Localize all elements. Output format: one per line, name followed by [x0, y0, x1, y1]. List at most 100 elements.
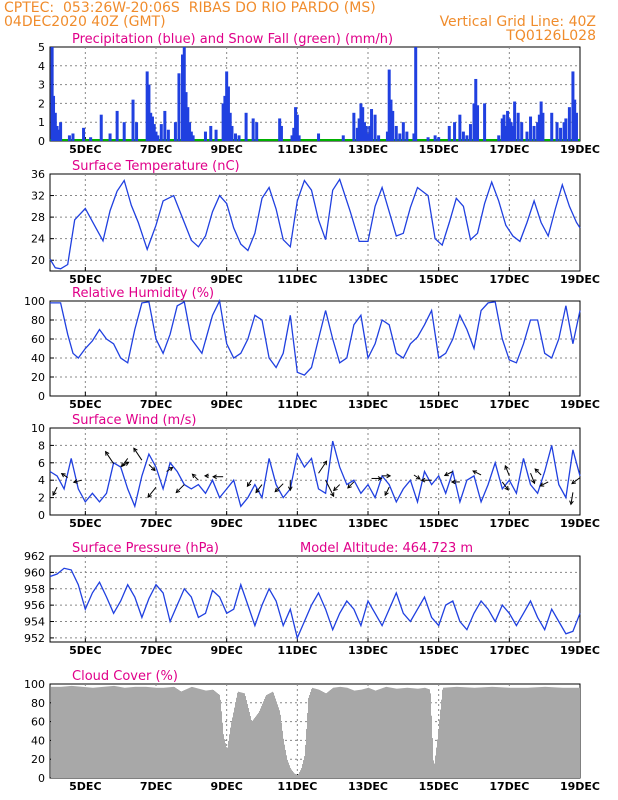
cloud-bar: [375, 690, 376, 778]
humidity-ytick-label: 60: [31, 333, 45, 346]
cloud-bar: [116, 686, 117, 778]
cloud-bar: [264, 698, 265, 778]
precip-bar: [483, 103, 487, 141]
cloud-bar: [315, 688, 316, 778]
cloud-bar: [153, 687, 154, 778]
cloud-bar: [414, 688, 415, 778]
precip-bar: [562, 122, 566, 141]
cloud-bar: [437, 739, 438, 778]
precip-bar: [364, 125, 368, 141]
cloud-bar: [524, 687, 525, 778]
precip-bar: [214, 129, 218, 141]
cloud-bar: [66, 686, 67, 778]
cloud-bar: [176, 688, 177, 778]
cloud-bar: [522, 687, 523, 778]
cloud-bar: [358, 690, 359, 778]
cloud-bar: [562, 687, 563, 778]
temp-ytick-label: 32: [31, 190, 45, 203]
cloud-bar: [391, 687, 392, 778]
temp-ytick-label: 20: [31, 254, 45, 267]
cloud-bar: [119, 686, 120, 778]
temp-panel: 5DEC 7DEC 9DEC 11DEC 13DEC 15DEC 17DEC 19DEC 20 2…: [31, 159, 600, 286]
precip-bar: [203, 131, 207, 141]
cloud-bar: [82, 686, 83, 778]
header-model-id: TQ0126L028: [506, 28, 596, 44]
cloud-bar: [157, 687, 158, 778]
cloud-bar: [413, 688, 414, 778]
cloud-bar: [359, 689, 360, 778]
cloud-bar: [527, 687, 528, 778]
cloud-bar: [549, 687, 550, 778]
precip-bar: [539, 101, 543, 141]
cloud-bar: [249, 712, 250, 778]
cloud-bar: [276, 701, 277, 778]
cloud-bar: [222, 722, 223, 778]
wind-xtick-label: 7DEC: [140, 517, 172, 530]
cloud-bar: [557, 687, 558, 778]
cloud-bar: [398, 688, 399, 778]
cloud-bar: [269, 693, 270, 778]
pressure-xtick-label: 5DEC: [69, 644, 101, 657]
cloud-bar: [292, 770, 293, 778]
precip-bar: [453, 122, 457, 141]
precip-bar: [189, 131, 193, 141]
wind-ytick-label: 0: [38, 509, 45, 522]
cloud-bar: [205, 690, 206, 778]
cloud-bar: [247, 704, 248, 778]
wind-arrow: [450, 479, 460, 485]
cloud-bar: [381, 688, 382, 778]
precip-bar: [414, 47, 418, 141]
wind-arrow: [347, 481, 355, 489]
wind-arrow: [274, 483, 284, 493]
cloud-bar: [408, 687, 409, 778]
cloud-bar: [312, 687, 313, 778]
precip-bar: [500, 118, 504, 141]
precip-bar: [150, 116, 154, 141]
cloud-bar: [322, 691, 323, 778]
humidity-ytick-label: 0: [38, 390, 45, 403]
cloud-bar: [122, 687, 123, 778]
cloud-bar: [128, 687, 129, 778]
wind-arrow: [504, 464, 510, 477]
precip-bar: [244, 112, 248, 141]
cloud-bar: [317, 689, 318, 778]
cloud-bar: [450, 687, 451, 778]
cloud-bar: [279, 710, 280, 778]
cloud-bar: [481, 687, 482, 778]
cloud-bar: [84, 687, 85, 778]
cloud-bar: [118, 686, 119, 778]
precip-bar: [59, 122, 63, 141]
cloud-bar: [60, 686, 61, 778]
humidity-frame: [49, 300, 581, 397]
cloud-bar: [489, 686, 490, 778]
precip-bar: [251, 118, 255, 141]
cloud-bar: [471, 687, 472, 778]
cloud-bar: [455, 686, 456, 778]
precip-bar: [368, 125, 372, 141]
cloud-bar: [332, 688, 333, 778]
cloud-bar: [534, 687, 535, 778]
cloud-bar: [326, 693, 327, 778]
wind-arrow: [332, 484, 341, 492]
cloud-bar: [392, 687, 393, 778]
cloud-bar: [183, 690, 184, 778]
cloud-bar: [462, 687, 463, 778]
cloud-bar: [88, 687, 89, 778]
cloud-bar: [201, 689, 202, 778]
cloud-bar: [51, 686, 52, 778]
cloud-bar: [469, 687, 470, 778]
cloud-bar: [72, 685, 73, 778]
cloud-bar: [239, 691, 240, 778]
precip-bar: [292, 127, 296, 141]
cloud-bar: [327, 692, 328, 778]
cloud-bar: [213, 690, 214, 778]
precip-bar: [290, 135, 294, 141]
cloud-bar: [374, 690, 375, 778]
cloud-bar: [212, 689, 213, 778]
cloud-bar: [55, 686, 56, 778]
cloud-bar: [283, 738, 284, 778]
cloud-bar: [565, 687, 566, 778]
cloud-bar: [74, 686, 75, 778]
cloud-bar: [162, 687, 163, 778]
precip-bar: [230, 125, 234, 141]
